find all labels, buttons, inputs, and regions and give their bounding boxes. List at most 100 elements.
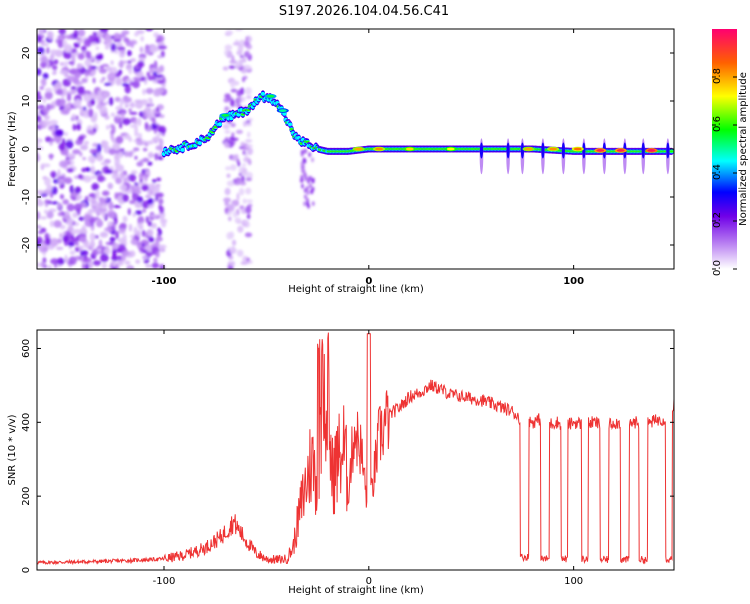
spectrogram-cell	[311, 178, 315, 184]
spectrogram-cell	[108, 96, 114, 106]
spectrogram-cell	[83, 175, 92, 183]
spectrogram-cell	[479, 142, 484, 159]
spectrogram-cell	[230, 99, 235, 108]
x-tick-label: -100	[151, 276, 176, 287]
spectrogram-cell	[138, 172, 144, 181]
spectrogram-cell	[224, 129, 231, 134]
spectrogram-cell	[145, 87, 154, 95]
spectrogram-cell	[72, 149, 81, 155]
spectrogram-cell	[136, 230, 141, 237]
spectrogram-cell	[41, 163, 51, 168]
spectrogram-cell	[80, 250, 89, 256]
spectrogram-cell	[42, 96, 47, 104]
spectrogram-cell	[232, 211, 238, 218]
spectrogram-cell	[222, 66, 229, 71]
spectrogram-cell	[118, 49, 126, 58]
spectrogram-cell	[146, 244, 150, 253]
spectrogram-cell	[139, 247, 144, 252]
spectrogram-cell	[224, 207, 229, 215]
spectrogram-cell	[71, 113, 77, 121]
spectrogram-cell	[140, 35, 145, 42]
spectrogram-cell	[66, 93, 72, 102]
spectrogram-cell	[68, 241, 75, 247]
spectrogram-cell	[37, 189, 45, 195]
spectrogram-cell	[119, 222, 127, 229]
spectrogram-cell	[69, 184, 74, 194]
spectrogram-cell	[74, 246, 80, 252]
spectrogram-cell	[88, 260, 93, 269]
spectrogram-cell	[224, 106, 229, 111]
spectrogram-cell	[107, 72, 116, 82]
spectrogram-cell	[53, 59, 59, 65]
spectrogram-cell	[241, 175, 245, 183]
spectrogram-cell	[95, 54, 103, 61]
spectrogram-cell	[83, 140, 90, 146]
spectrogram-cell	[130, 170, 138, 175]
spectrogram-cell	[64, 147, 69, 157]
spectrogram-cell	[134, 132, 139, 137]
spectrogram-cell	[40, 55, 48, 63]
spectrogram-cell	[230, 265, 234, 269]
spectrogram-cell	[93, 36, 100, 41]
spectrogram-cell	[49, 153, 53, 161]
spectrogram-cell	[96, 97, 101, 105]
spectrogram-cell	[42, 72, 49, 80]
spectrogram-cell	[128, 173, 137, 182]
spectrogram-cell	[145, 251, 153, 257]
spectrogram-cell	[244, 50, 250, 57]
spectrogram-cell	[111, 266, 117, 269]
spectrogram-cell	[234, 181, 241, 186]
spectrogram-cell	[114, 157, 121, 166]
spectrogram-cell	[74, 186, 82, 194]
spectrogram-cell	[37, 115, 42, 123]
colorbar-tick-label: 0.0	[712, 260, 723, 276]
spectrogram-cell	[107, 182, 114, 190]
spectrogram-cell	[305, 201, 309, 207]
spectrogram-cell	[37, 106, 42, 110]
spectrogram-cell	[541, 142, 545, 159]
spectrogram-cell	[549, 147, 558, 151]
spectrogram-cell	[149, 45, 158, 53]
spectrogram-cell	[78, 234, 87, 243]
spectrogram-cell	[88, 92, 97, 101]
spectrogram-cell	[46, 184, 53, 191]
spectrogram-cell	[243, 75, 248, 80]
spectrogram-cell	[134, 32, 139, 37]
spectrogram-cell	[96, 143, 102, 153]
spectrogram-cell	[354, 147, 363, 151]
spectrogram-cell	[114, 97, 121, 102]
spectrogram-cell	[51, 201, 59, 205]
spectrogram-cell	[154, 74, 163, 78]
spectrogram-cell	[46, 47, 50, 54]
spectrogram-cell	[197, 140, 203, 145]
spectrogram-cell	[99, 68, 107, 74]
spectrogram-cell	[132, 80, 140, 89]
spectrogram-cell	[43, 120, 51, 127]
spectrogram-cell	[59, 69, 69, 75]
spectrogram-cell	[230, 80, 236, 89]
spectrogram-cell	[155, 67, 162, 75]
spectrogram-cell	[85, 50, 90, 59]
spectrogram-cell	[311, 201, 315, 207]
spectrogram-cell	[245, 205, 252, 214]
spectrogram-cell	[156, 185, 161, 192]
spectrogram-cell	[63, 177, 73, 184]
spectrogram-cell	[50, 258, 59, 265]
spectrogram-cell	[240, 141, 245, 147]
spectrogram-cell	[235, 129, 243, 135]
spectrogram-cell	[647, 149, 656, 152]
spectrogram-cell	[118, 151, 124, 158]
y-tick-label: 20	[21, 47, 32, 60]
spectrogram-cell	[134, 103, 141, 108]
spectrogram-cell	[44, 209, 48, 215]
spectrogram-cell	[229, 247, 238, 254]
spectrogram-cell	[111, 125, 116, 134]
spectrogram-cell	[115, 77, 123, 86]
spectrogram-cell	[142, 157, 150, 163]
spectrogram-cell	[300, 151, 304, 157]
spectrogram-cell	[114, 217, 118, 225]
spectrogram-cell	[67, 225, 74, 233]
spectrogram-cell	[244, 232, 253, 238]
spectrogram-cell	[147, 204, 154, 209]
spectrogram-cell	[158, 198, 164, 205]
